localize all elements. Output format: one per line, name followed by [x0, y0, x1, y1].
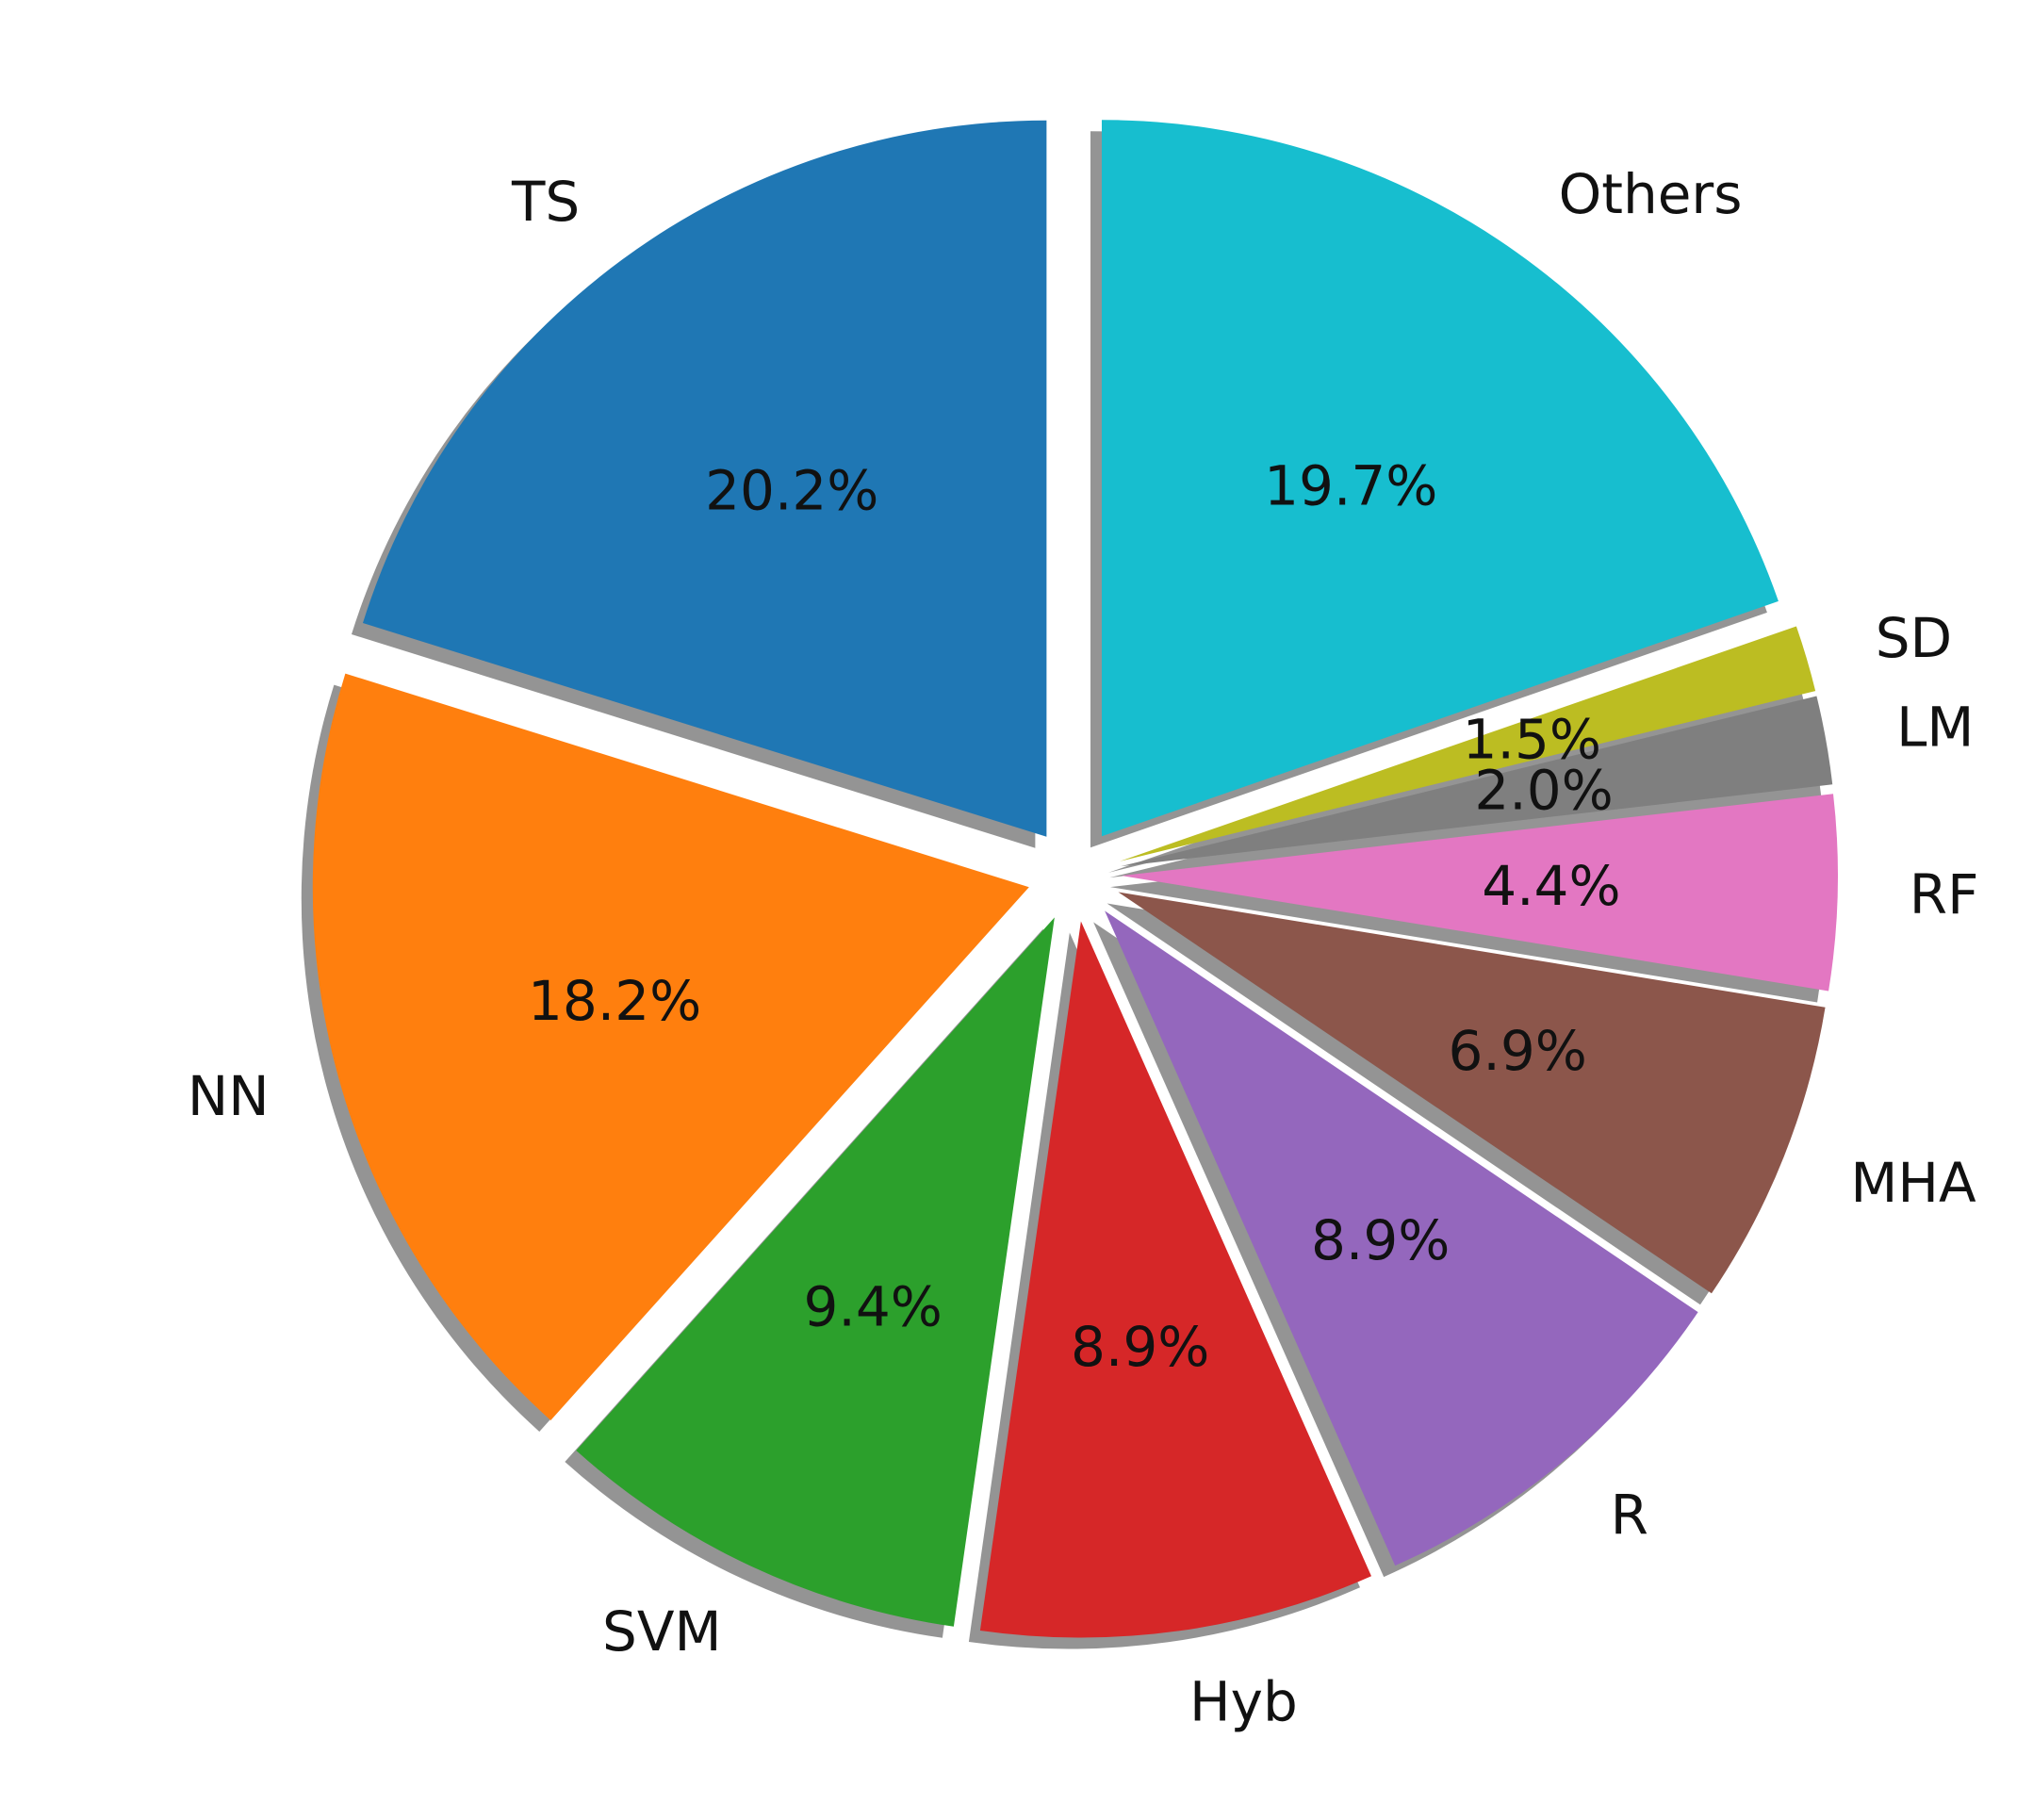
slice-lm	[1121, 696, 1833, 867]
percent-label-svm: 9.4%	[804, 1275, 943, 1339]
percent-label-lm: 2.0%	[1474, 759, 1613, 823]
percent-label-ts: 20.2%	[705, 458, 878, 522]
category-label-nn: NN	[188, 1064, 270, 1128]
category-label-hyb: Hyb	[1189, 1670, 1298, 1734]
percent-label-nn: 18.2%	[528, 969, 701, 1033]
percent-label-sd: 1.5%	[1463, 708, 1601, 772]
category-label-rf: RF	[1910, 862, 1979, 926]
category-label-ts: TS	[511, 170, 580, 234]
percent-label-r: 8.9%	[1311, 1208, 1450, 1272]
slice-r	[1105, 910, 1698, 1566]
category-label-others: Others	[1559, 162, 1743, 226]
category-label-svm: SVM	[602, 1599, 722, 1664]
slice-sd	[1119, 626, 1816, 861]
category-label-mha: MHA	[1850, 1151, 1976, 1215]
percent-labels: 20.2% 18.2% 9.4% 8.9% 8.9% 6.9% 4.4% 2.0%1.5% 19…	[528, 454, 1621, 1379]
pie-slices	[312, 120, 1838, 1638]
category-label-r: R	[1611, 1484, 1648, 1548]
percent-label-others: 19.7%	[1264, 454, 1437, 518]
slice-svm	[576, 917, 1055, 1627]
percent-label-mha: 6.9%	[1449, 1019, 1587, 1083]
slice-mha	[1118, 892, 1826, 1294]
slice-others	[1101, 120, 1779, 837]
category-label-lm: LM	[1896, 696, 1974, 760]
slice-hyb	[979, 921, 1371, 1638]
slice-ts	[362, 120, 1047, 837]
percent-label-hyb: 8.9%	[1071, 1315, 1209, 1379]
slice-nn	[312, 673, 1029, 1420]
category-labels: TS NN SVM Hyb R MHA RF LM SD Others	[188, 162, 1979, 1734]
category-label-sd: SD	[1876, 606, 1952, 670]
slice-rf	[1121, 794, 1838, 992]
percent-label-rf: 4.4%	[1482, 854, 1620, 918]
